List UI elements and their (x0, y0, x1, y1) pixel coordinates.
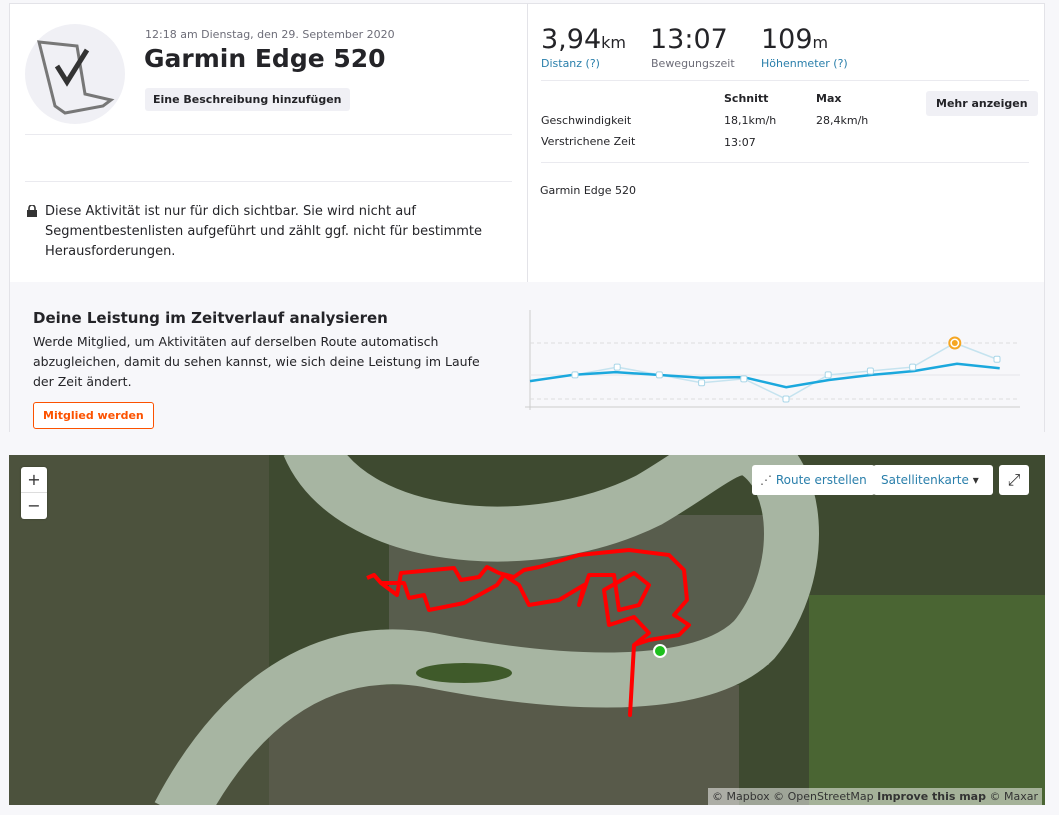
moving-time-stat: 13:07 (650, 24, 728, 55)
zoom-control: + − (21, 467, 47, 519)
join-button[interactable]: Mitglied werden (33, 402, 154, 429)
effort-point (993, 355, 1001, 363)
laptop-checkmark-icon (25, 24, 125, 124)
fullscreen-icon[interactable]: ⤢ (999, 465, 1029, 495)
speed-max: 28,4km/h (816, 114, 869, 127)
distance-stat: 3,94km (541, 24, 626, 55)
effort-point (866, 367, 874, 375)
zoom-out-button[interactable]: − (27, 496, 41, 515)
activity-summary: 12:18 am Dienstag, den 29. September 202… (10, 4, 528, 282)
performance-text: Werde Mitglied, um Aktivitäten auf derse… (33, 334, 480, 389)
performance-title: Deine Leistung im Zeitverlauf analysiere… (33, 309, 388, 327)
effort-point (655, 371, 663, 379)
effort-point (571, 371, 579, 379)
moving-time-label: Bewegungszeit (651, 57, 735, 70)
map-type-dropdown[interactable]: Satellitenkarte ▾ (873, 465, 993, 495)
activity-card: 12:18 am Dienstag, den 29. September 202… (9, 3, 1045, 432)
activity-title: Garmin Edge 520 (144, 44, 386, 73)
maxar-link[interactable]: © Maxar (989, 790, 1038, 803)
effort-point (824, 371, 832, 379)
mapbox-link[interactable]: © Mapbox (711, 790, 770, 803)
elevation-label[interactable]: Höhenmeter (?) (761, 57, 848, 70)
avg-header: Schnitt (724, 92, 769, 105)
max-header: Max (816, 92, 842, 105)
improve-map-link[interactable]: Improve this map (877, 790, 986, 803)
route-map[interactable]: + − ⋰ Route erstellen Satellitenkarte ▾ … (9, 455, 1045, 805)
activity-date: 12:18 am Dienstag, den 29. September 202… (145, 28, 395, 41)
effort-point (782, 395, 790, 403)
highlight-point-dot (951, 340, 958, 346)
effort-point (909, 363, 917, 371)
performance-upsell: Deine Leistung im Zeitverlauf analysiere… (10, 282, 1044, 432)
add-description-button[interactable]: Eine Beschreibung hinzufügen (145, 88, 350, 111)
efforts-line (574, 342, 998, 400)
elapsed-label: Verstrichene Zeit (541, 135, 636, 148)
elapsed-avg: 13:07 (724, 136, 756, 149)
map-attribution: © Mapbox © OpenStreetMap Improve this ma… (707, 788, 1042, 805)
zoom-in-button[interactable]: + (21, 467, 47, 493)
osm-link[interactable]: © OpenStreetMap (773, 790, 874, 803)
create-route-button[interactable]: ⋰ Route erstellen (752, 465, 875, 495)
trend-line (529, 362, 1000, 389)
distance-label[interactable]: Distanz (?) (541, 57, 600, 70)
privacy-notice: Diese Aktivität ist nur für dich sichtba… (45, 204, 483, 259)
caret-down-icon: ▾ (972, 473, 979, 487)
show-more-button[interactable]: Mehr anzeigen (926, 91, 1038, 116)
speed-avg: 18,1km/h (724, 114, 777, 127)
effort-point (740, 375, 748, 383)
start-marker (653, 644, 667, 658)
device-name: Garmin Edge 520 (540, 184, 637, 197)
satellite-map[interactable] (9, 455, 1045, 805)
effort-point (613, 363, 621, 371)
effort-point (698, 379, 706, 387)
performance-chart (525, 310, 1020, 410)
speed-label: Geschwindigkeit (541, 114, 632, 127)
lock-icon (27, 205, 37, 217)
elevation-stat: 109m (761, 24, 829, 55)
route-draw-icon: ⋰ (760, 473, 776, 487)
